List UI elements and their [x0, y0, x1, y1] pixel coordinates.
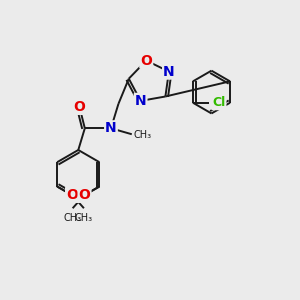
Text: O: O [66, 188, 78, 202]
Text: N: N [105, 121, 117, 135]
Text: O: O [74, 100, 86, 114]
Text: O: O [79, 188, 91, 202]
Text: CH₃: CH₃ [64, 213, 82, 223]
Text: O: O [140, 54, 152, 68]
Text: CH₃: CH₃ [75, 213, 93, 223]
Text: N: N [163, 64, 175, 79]
Text: CH₃: CH₃ [134, 130, 152, 140]
Text: N: N [135, 94, 146, 108]
Text: Cl: Cl [212, 96, 226, 109]
